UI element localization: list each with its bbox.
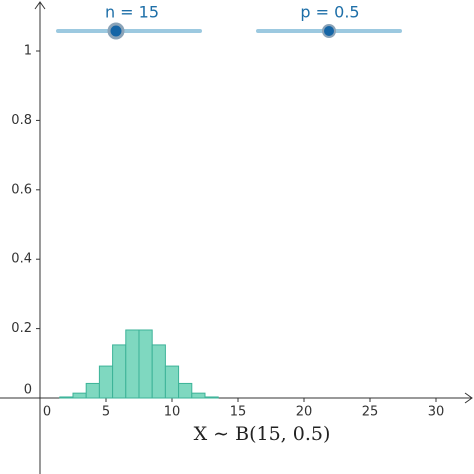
y-tick-label: 0.4 — [11, 252, 32, 267]
bar — [85, 382, 100, 399]
slider-label: p = 0.5 — [300, 3, 359, 22]
bar — [191, 392, 206, 399]
x-tick-label: 25 — [362, 405, 379, 420]
x-tick-label: 10 — [164, 405, 181, 420]
bar — [125, 329, 140, 399]
y-tick-label: 0.8 — [11, 113, 32, 128]
x-axis-arrow — [464, 392, 473, 404]
formula: X ∼ B(15, 0.5) — [194, 423, 331, 445]
bar — [204, 396, 219, 399]
bar — [112, 344, 127, 399]
bar — [72, 392, 87, 399]
bar — [151, 344, 166, 399]
x-tick-label: 5 — [102, 405, 110, 420]
bar — [59, 396, 74, 399]
slider-label: n = 15 — [105, 3, 159, 22]
bar — [138, 329, 153, 399]
x-tick-label: 15 — [230, 405, 247, 420]
y-tick-label: 0.6 — [11, 182, 32, 197]
slider-knob[interactable] — [107, 22, 125, 40]
bar — [164, 365, 180, 399]
bar — [178, 382, 193, 399]
y-tick-label: 0 — [24, 383, 32, 398]
slider-knob[interactable] — [322, 24, 336, 38]
y-axis-arrow — [34, 1, 46, 10]
x-tick-label: 30 — [428, 405, 445, 420]
x-tick-label: 0 — [43, 405, 51, 420]
x-tick-label: 20 — [296, 405, 313, 420]
y-tick-label: 0.2 — [11, 321, 32, 336]
y-tick-label: 1 — [24, 44, 32, 59]
bar — [98, 365, 114, 399]
